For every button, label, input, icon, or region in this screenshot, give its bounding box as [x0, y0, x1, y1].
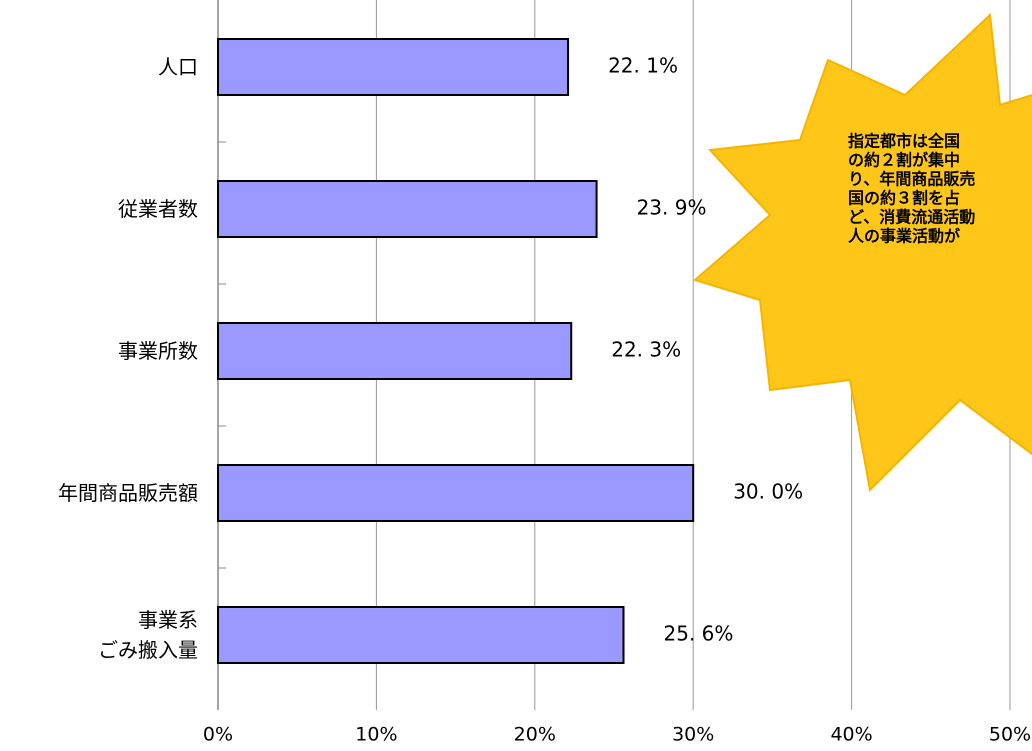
x-tick-label: 0% — [203, 724, 233, 746]
star-callout — [692, 12, 1032, 493]
x-tick-label: 20% — [514, 724, 556, 746]
category-label: 従業者数 — [118, 197, 198, 221]
bar — [217, 38, 570, 96]
category-label: 年間商品販売額 — [58, 481, 198, 505]
bar — [217, 322, 573, 380]
annotation-line: 人の事業活動が — [848, 227, 960, 246]
bar — [217, 464, 695, 522]
value-label: 23. 9% — [637, 196, 707, 220]
x-tick-label: 10% — [355, 724, 397, 746]
annotation-line: の約２割が集中 — [848, 151, 960, 170]
bar — [217, 606, 625, 664]
annotation-line: 国の約３割を占 — [848, 189, 960, 208]
value-label: 25. 6% — [664, 622, 734, 646]
annotation-line: 指定都市は全国 — [848, 132, 960, 151]
annotation-line: り、年間商品販売 — [848, 170, 975, 189]
value-label: 22. 3% — [611, 338, 681, 362]
category-label: 事業所数 — [118, 339, 198, 363]
bar — [217, 180, 598, 238]
category-label: 人口 — [158, 55, 198, 79]
category-label: 事業系 ごみ搬入量 — [98, 608, 198, 662]
x-tick-label: 40% — [830, 724, 872, 746]
x-tick-label: 50% — [989, 724, 1031, 746]
value-label: 22. 1% — [608, 54, 678, 78]
annotation-line: ど、消費流通活動 — [848, 208, 975, 227]
x-tick-label: 30% — [672, 724, 714, 746]
value-label: 30. 0% — [733, 480, 803, 504]
